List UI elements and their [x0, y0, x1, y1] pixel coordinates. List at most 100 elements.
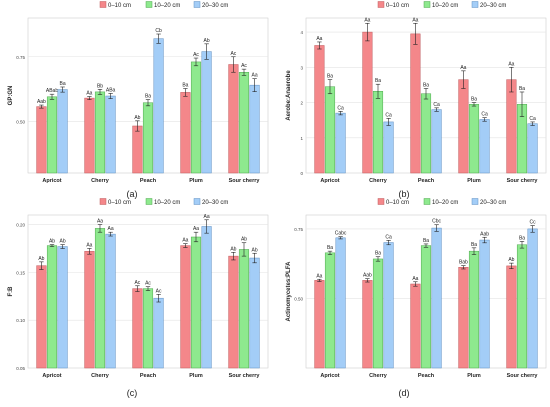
x-tick-label: Apricot — [42, 178, 61, 184]
bar — [249, 84, 260, 174]
bar — [190, 236, 202, 369]
significance-label: Cabc — [335, 231, 347, 237]
bar — [314, 45, 325, 174]
y-axis-label: Aerobe:Anaerobe — [286, 70, 292, 121]
significance-label: Ca — [481, 112, 488, 118]
bar — [153, 297, 164, 369]
y-tick-label: 4 — [300, 30, 303, 35]
significance-label: Ab — [134, 115, 140, 121]
bar — [190, 61, 202, 174]
bar — [94, 228, 106, 369]
panel-label: (a) — [127, 189, 138, 199]
legend-swatch — [145, 1, 153, 8]
significance-label: Aa — [460, 65, 466, 71]
bar — [527, 228, 538, 369]
x-tick-label: Sour cherry — [507, 373, 539, 379]
bar — [506, 79, 517, 174]
legend-swatch — [377, 198, 385, 205]
legend-swatch — [193, 198, 201, 205]
panel-label: (d) — [399, 388, 410, 398]
y-tick-label: 1 — [300, 136, 303, 141]
x-tick-label: Peach — [140, 373, 157, 379]
bar — [362, 31, 373, 174]
x-tick-label: Plum — [467, 373, 481, 379]
bar — [84, 251, 95, 369]
legend-swatch — [99, 1, 107, 8]
legend-swatch — [471, 198, 479, 205]
significance-label: Ba — [327, 74, 333, 80]
x-tick-label: Plum — [189, 373, 203, 379]
chart-panel-b: 0 1 2 3 4 Aerobe:Anaerobe 0–10 cm 10–20 cm 20–30… — [286, 1, 547, 199]
bar — [84, 97, 95, 174]
legend-swatch — [377, 1, 385, 8]
y-axis-label: Actinomycetes:PLFA — [286, 261, 292, 322]
significance-label: Ac — [134, 280, 140, 286]
x-tick-label: Peach — [418, 178, 435, 184]
bar — [180, 92, 191, 174]
significance-label: Aa — [252, 73, 258, 79]
significance-label: Aa — [193, 226, 199, 232]
significance-label: Ac — [145, 281, 151, 287]
y-tick-label: 2 — [300, 101, 303, 106]
legend-label: 20–30 cm — [480, 200, 506, 206]
legend-swatch — [145, 198, 153, 205]
significance-label: Ba — [471, 97, 477, 103]
bar — [383, 242, 394, 369]
x-tick-label: Sour cherry — [229, 373, 261, 379]
x-tick-label: Cherry — [91, 178, 110, 184]
significance-label: Ba — [375, 251, 381, 257]
bar — [46, 96, 58, 174]
bar — [153, 38, 164, 174]
bar — [57, 89, 68, 174]
legend-label: 20–30 cm — [202, 3, 228, 9]
bar — [506, 265, 517, 369]
significance-label: Ab — [252, 247, 258, 253]
significance-label: Aa — [412, 17, 418, 23]
significance-label: Ac — [193, 52, 199, 58]
bar — [324, 86, 336, 174]
bar — [372, 258, 384, 369]
significance-label: Ba — [145, 94, 151, 100]
bar — [132, 288, 143, 369]
x-tick-label: Apricot — [320, 178, 339, 184]
significance-label: Ba — [182, 83, 188, 89]
bar — [238, 72, 250, 174]
significance-label: Ab — [230, 246, 236, 252]
bar — [46, 245, 58, 369]
significance-label: Ab — [204, 38, 210, 44]
significance-label: Aa — [86, 242, 92, 248]
y-tick-label: 0.20 — [16, 223, 25, 228]
bar — [36, 265, 47, 369]
significance-label: Aab — [37, 99, 46, 105]
bar — [36, 106, 47, 174]
significance-label: Ca — [433, 102, 440, 108]
bar — [527, 123, 538, 174]
bar — [335, 112, 346, 174]
bar — [420, 245, 432, 369]
significance-label: Aa — [364, 17, 370, 23]
bar — [516, 244, 528, 369]
significance-label: Bb — [97, 83, 103, 89]
significance-label: Ba — [423, 238, 429, 244]
bar — [468, 104, 480, 174]
y-tick-label: 0.50 — [294, 296, 303, 301]
significance-label: Ab — [60, 239, 66, 245]
x-tick-label: Sour cherry — [229, 178, 261, 184]
significance-label: Aa — [412, 276, 418, 282]
significance-label: ABa — [106, 87, 116, 93]
legend-label: 10–20 cm — [432, 200, 458, 206]
significance-label: Aa — [108, 226, 114, 232]
x-tick-label: Plum — [189, 178, 203, 184]
significance-label: Ca — [529, 116, 536, 122]
legend-swatch — [423, 1, 431, 8]
bar — [105, 95, 116, 174]
y-axis-label: F:B — [8, 286, 14, 297]
bar — [238, 249, 250, 369]
significance-label: Aa — [316, 273, 322, 279]
legend-swatch — [423, 198, 431, 205]
significance-label: Aa — [86, 91, 92, 97]
bar — [420, 93, 432, 174]
bar — [479, 119, 490, 174]
panel-label: (b) — [399, 189, 410, 199]
